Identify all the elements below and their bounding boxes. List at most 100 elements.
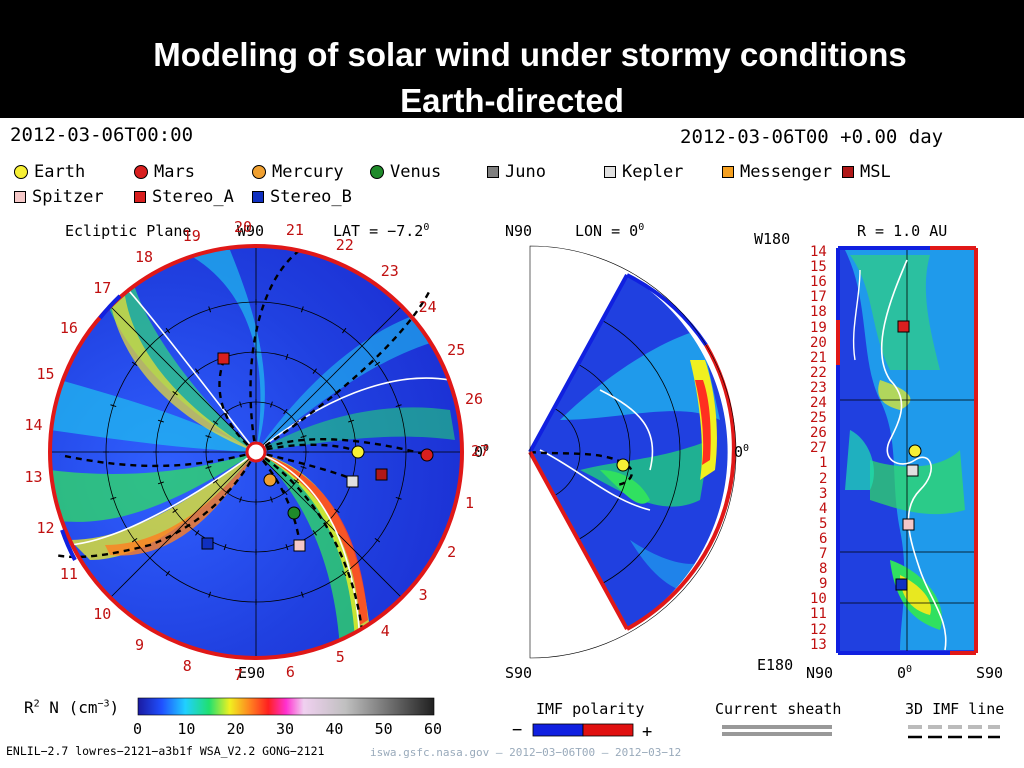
grid-tick (300, 306, 304, 313)
imf-line-swatch (908, 725, 1000, 739)
radial-y-label: 16 (810, 274, 827, 291)
radial-y-label: 4 (819, 500, 828, 517)
grid-tick (270, 496, 273, 503)
ecliptic-plane-plot (47, 244, 465, 660)
grid-tick (208, 306, 212, 313)
rim-number: 19 (182, 227, 201, 246)
radial-y-label: 2 (819, 470, 828, 487)
grid-tick (110, 404, 117, 408)
rim-number: 1 (464, 493, 474, 512)
grid-tick (285, 353, 289, 360)
radial-y-label: 15 (810, 259, 827, 276)
colorbar-tick: 40 (325, 720, 344, 738)
grid-tick (374, 537, 381, 543)
legend-label: Venus (390, 162, 442, 182)
grid-tick (223, 544, 227, 551)
imf-plus: + (642, 722, 653, 742)
earth-symbol-icon (14, 165, 28, 179)
grid-tick (239, 401, 242, 408)
title-bar (0, 0, 1024, 118)
sun-icon (245, 441, 267, 463)
mercury-marker (263, 473, 277, 487)
rim-number: 17 (93, 279, 112, 298)
right-date: 2012-03-06T00 +0.00 day (680, 126, 944, 148)
rim-number: 10 (93, 604, 112, 623)
radial-y-label: 18 (810, 304, 827, 321)
radial-y-label: 27 (810, 440, 827, 457)
rim-number: 2 (447, 542, 457, 561)
stereo-b-marker (201, 537, 214, 550)
radial-y-label: 11 (810, 606, 827, 623)
colorbar-tick: 0 (133, 720, 143, 738)
legend-label: Stereo_B (270, 187, 352, 207)
current-sheath-swatch (722, 725, 832, 736)
stereo-b-marker-radial (895, 578, 908, 591)
meridional-right-label: 00 (734, 443, 750, 461)
earth-marker-meridional (616, 458, 630, 472)
grid-tick (208, 591, 212, 598)
messenger-symbol-icon (722, 166, 734, 178)
earth-marker (351, 445, 365, 459)
slide-title-line2: Earth-directed (400, 82, 624, 119)
stereo-a-symbol-icon (134, 191, 146, 203)
grid-tick (239, 496, 242, 503)
radial-y-label: 7 (819, 546, 828, 562)
radial-y-label: 26 (810, 425, 827, 442)
rim-number: 27 (471, 442, 490, 460)
radial-y-label: 8 (819, 561, 828, 578)
kepler-marker (346, 475, 359, 488)
grid-tick (283, 489, 288, 496)
grid-tick (157, 481, 164, 485)
grid-tick (172, 391, 178, 396)
rim-number: 26 (464, 390, 484, 409)
radial-y-label: 12 (810, 621, 827, 638)
rim-number: 13 (24, 468, 43, 486)
rim-number: 21 (285, 221, 304, 240)
legend-label: Spitzer (32, 187, 104, 207)
grid-tick (285, 544, 289, 551)
imf-minus: − (512, 720, 523, 740)
colorbar-tick: 30 (276, 720, 295, 738)
legend-item-kepler: Kepler (604, 162, 683, 182)
meridional-plot (528, 245, 737, 659)
kepler-marker-radial (906, 464, 919, 477)
rim-number: 18 (135, 248, 154, 266)
rim-number: 20 (233, 218, 253, 237)
grid-tick (224, 408, 229, 415)
kepler-symbol-icon (604, 166, 616, 178)
legend-item-stereo-b: Stereo_B (252, 187, 352, 207)
grid-tick (212, 479, 219, 484)
spitzer-symbol-icon (14, 191, 26, 203)
venus-marker (287, 506, 301, 520)
ecliptic-plane-label: Ecliptic Plane (65, 222, 192, 240)
radial-y-label: 14 (810, 244, 827, 260)
grid-tick (293, 479, 300, 484)
msl-symbol-icon (842, 166, 854, 178)
legend-item-stereo-a: Stereo_A (134, 187, 234, 207)
grid-tick (157, 419, 164, 423)
radial-y-label: 13 (810, 636, 827, 653)
legend-label: Messenger (740, 162, 833, 182)
radial-y-label: 25 (810, 410, 827, 427)
radial-y-label: 5 (819, 515, 828, 532)
grid-tick (312, 368, 317, 374)
earth-marker-radial (908, 444, 922, 458)
grid-tick (395, 496, 402, 500)
rim-number: 16 (59, 318, 78, 337)
grid-tick (224, 489, 229, 496)
radial-x-label-left: N90 (806, 664, 834, 682)
grid-tick (395, 404, 402, 408)
ecliptic-density-arms (50, 250, 455, 650)
grid-tick (334, 391, 340, 396)
grid-tick (205, 435, 212, 438)
grid-tick (348, 419, 355, 423)
rim-number: 4 (380, 621, 390, 640)
grid-tick (293, 420, 300, 425)
legend-item-earth: Earth (14, 162, 85, 182)
radial-y-label: 9 (819, 576, 828, 593)
rim-number: 11 (59, 565, 78, 584)
radial-x-label-mid: 00 (897, 664, 913, 682)
radial-r-label: R = 1.0 AU (857, 222, 948, 240)
venus-symbol-icon (370, 165, 384, 179)
